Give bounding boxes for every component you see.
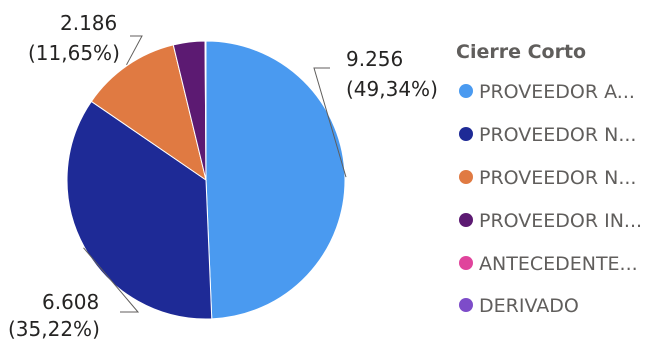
data-labels: 9.256 (49,34%) 6.608 (35,22%) 2.186 (11,… xyxy=(8,11,438,341)
leader-line-0 xyxy=(313,67,347,178)
legend-item-2[interactable]: PROVEEDOR N... xyxy=(459,167,636,189)
legend-item-3[interactable]: PROVEEDOR IN... xyxy=(459,210,642,232)
pie-slice-1[interactable] xyxy=(66,100,213,320)
legend-title: Cierre Corto xyxy=(456,41,586,63)
legend-marker-2 xyxy=(459,170,473,184)
pie-slice-2[interactable] xyxy=(90,44,207,182)
legend-label-0: PROVEEDOR A... xyxy=(479,81,635,103)
data-label-pct-0: (49,34%) xyxy=(346,77,438,101)
data-label-value-2: 2.186 xyxy=(60,11,117,35)
legend-label-3: PROVEEDOR IN... xyxy=(479,210,642,232)
legend-item-0[interactable]: PROVEEDOR A... xyxy=(459,81,635,103)
pie-slice-0[interactable] xyxy=(205,40,346,320)
legend-item-4[interactable]: ANTECEDENTE... xyxy=(459,253,638,275)
legend: Cierre Corto PROVEEDOR A... PROVEEDOR N.… xyxy=(456,41,642,317)
legend-marker-1 xyxy=(459,127,473,141)
legend-label-5: DERIVADO xyxy=(479,295,579,317)
legend-marker-0 xyxy=(459,84,473,98)
data-label-pct-2: (11,65%) xyxy=(28,41,120,65)
legend-label-1: PROVEEDOR N... xyxy=(479,124,636,146)
legend-label-2: PROVEEDOR N... xyxy=(479,167,636,189)
leader-lines xyxy=(83,35,347,313)
legend-label-4: ANTECEDENTE... xyxy=(479,253,638,275)
data-label-value-1: 6.608 xyxy=(42,290,99,314)
legend-marker-5 xyxy=(459,298,473,312)
legend-item-5[interactable]: DERIVADO xyxy=(459,295,579,317)
data-label-value-0: 9.256 xyxy=(346,47,403,71)
leader-line-2 xyxy=(126,35,143,66)
leader-line-1 xyxy=(83,247,140,313)
legend-item-1[interactable]: PROVEEDOR N... xyxy=(459,124,636,146)
legend-marker-4 xyxy=(459,256,473,270)
legend-marker-3 xyxy=(459,213,473,227)
data-label-pct-1: (35,22%) xyxy=(8,317,100,341)
pie-slices xyxy=(66,40,346,320)
